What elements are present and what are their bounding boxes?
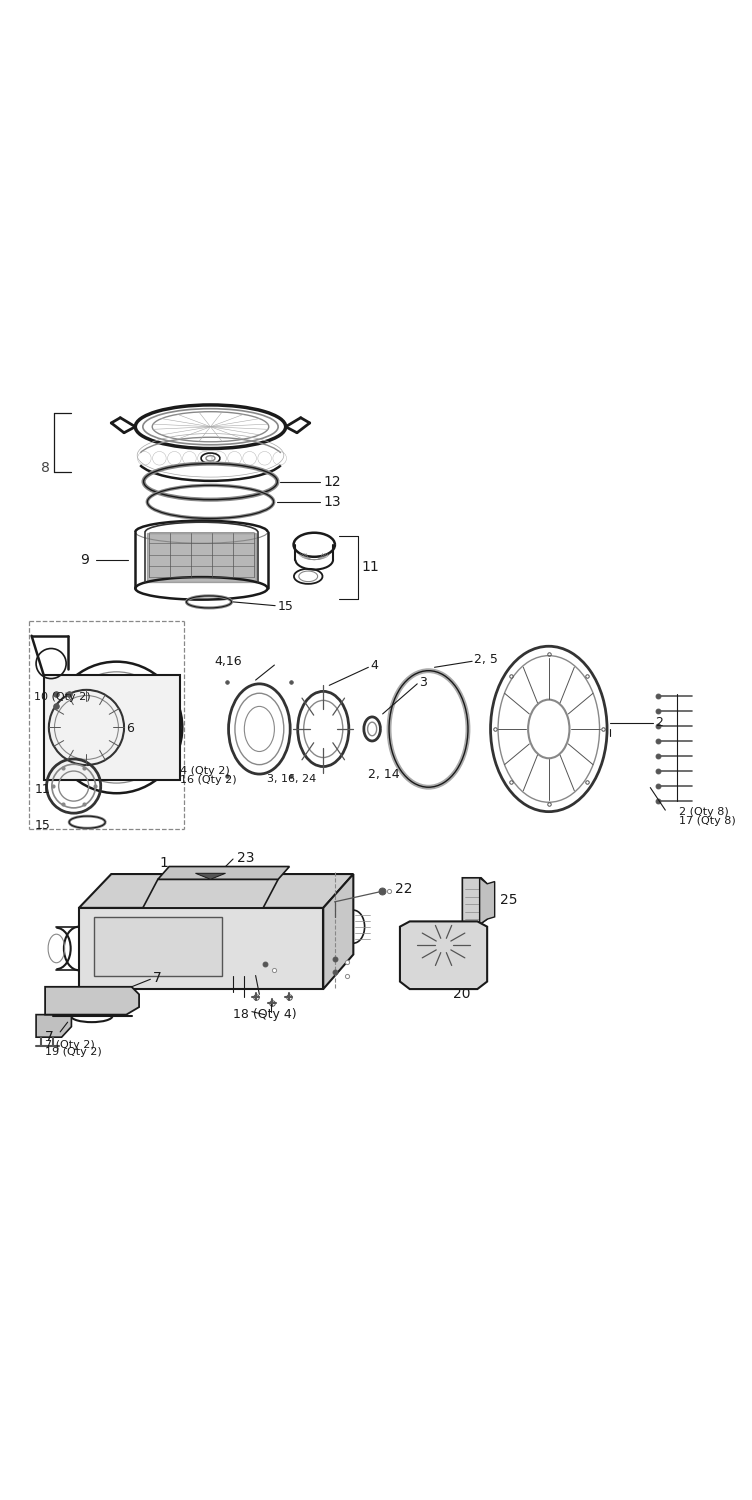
Text: 7: 7 [45,1030,54,1044]
Text: 18 (Qty 4): 18 (Qty 4) [233,1008,296,1022]
Polygon shape [94,916,222,975]
Text: 22: 22 [395,882,412,896]
Polygon shape [323,874,353,989]
Text: 11: 11 [35,783,50,795]
Polygon shape [36,1014,71,1036]
Text: 6: 6 [126,723,134,735]
Text: 8: 8 [41,460,50,476]
Text: 3, 16, 24: 3, 16, 24 [267,774,316,783]
Polygon shape [143,879,278,908]
Polygon shape [196,873,226,879]
Text: 9: 9 [80,554,89,567]
Text: 25: 25 [500,894,517,908]
Polygon shape [45,987,139,1014]
Text: 15: 15 [35,819,50,831]
Text: 1: 1 [159,856,168,870]
Text: 3: 3 [420,676,427,688]
Polygon shape [44,675,180,780]
Text: 2 (Qty 8): 2 (Qty 8) [679,807,729,816]
Text: 7: 7 [153,970,162,986]
Text: 10 (Qty 2): 10 (Qty 2) [34,693,90,702]
Text: 2: 2 [656,717,663,729]
Text: 13: 13 [323,495,341,508]
Text: 16 (Qty 2): 16 (Qty 2) [180,776,237,784]
Polygon shape [462,878,487,924]
Text: 19 (Qty 2): 19 (Qty 2) [45,1047,102,1058]
Text: 2, 5: 2, 5 [474,654,498,666]
Text: 15: 15 [278,600,294,613]
Text: 20: 20 [453,987,471,1002]
Text: 23: 23 [237,850,254,864]
Text: 4,16: 4,16 [214,656,242,668]
Text: 4 (Qty 2): 4 (Qty 2) [180,766,230,776]
Text: 7 (Qty 2): 7 (Qty 2) [45,1040,95,1050]
Polygon shape [79,874,353,908]
Polygon shape [79,908,323,989]
Polygon shape [480,878,495,924]
Text: 12: 12 [323,474,341,489]
Text: 2, 14: 2, 14 [368,768,400,780]
Text: 17 (Qty 8): 17 (Qty 8) [679,816,735,825]
Text: 11: 11 [362,561,379,574]
Polygon shape [158,867,290,879]
Polygon shape [400,921,487,988]
Text: 4: 4 [370,660,378,672]
